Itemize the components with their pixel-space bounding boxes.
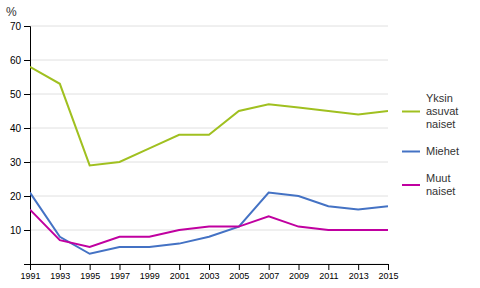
tick-label: 1997 <box>110 271 130 281</box>
tick: 20 <box>10 191 30 202</box>
tick-mark <box>149 264 150 270</box>
tick-label: 1991 <box>20 271 40 281</box>
legend-item: Yksinasuvatnaiset <box>402 92 458 130</box>
legend-swatch <box>402 184 420 186</box>
series-line <box>30 210 388 247</box>
legend: Yksinasuvatnaiset Miehet Muutnaiset <box>402 92 459 197</box>
x-axis: 1991 1993 1995 1997 1999 2001 2003 2005 2007 2009… <box>20 264 398 281</box>
tick: 2001 <box>170 264 190 281</box>
tick: 50 <box>10 89 30 100</box>
tick: 10 <box>10 225 30 236</box>
grid-line <box>30 26 388 27</box>
grid-line <box>30 128 388 129</box>
chart-container: 10 20 30 40 50 60 70 1991 1993 1995 1997 1999 2001 20… <box>0 0 480 288</box>
tick-mark <box>328 264 329 270</box>
tick-label: 2003 <box>199 271 219 281</box>
tick-mark <box>24 264 30 265</box>
tick-mark <box>269 264 270 270</box>
series-line <box>30 193 388 254</box>
grid-line <box>30 94 388 95</box>
tick: 1995 <box>80 264 100 281</box>
grid <box>30 26 388 264</box>
tick: 2013 <box>349 264 369 281</box>
tick-mark <box>179 264 180 270</box>
lines <box>30 67 388 254</box>
tick-label: 2015 <box>378 271 398 281</box>
tick <box>24 264 30 265</box>
tick-mark <box>388 264 389 270</box>
plot-area: 10 20 30 40 50 60 70 1991 1993 1995 1997 1999 2001 20… <box>10 21 399 282</box>
tick-mark <box>239 264 240 270</box>
tick-mark <box>24 60 30 61</box>
tick: 60 <box>10 55 30 66</box>
tick: 1997 <box>110 264 130 281</box>
tick-label: 2009 <box>289 271 309 281</box>
grid-line <box>30 60 388 61</box>
grid-line <box>30 162 388 163</box>
tick-label: 2001 <box>170 271 190 281</box>
legend-swatch <box>402 111 420 113</box>
tick-mark <box>24 162 30 163</box>
tick-label: 20 <box>10 191 22 202</box>
tick-label: 2007 <box>259 271 279 281</box>
tick-mark <box>24 26 30 27</box>
tick: 2005 <box>229 264 249 281</box>
tick-mark <box>120 264 121 270</box>
tick: 30 <box>10 157 30 168</box>
tick-label: 50 <box>10 89 22 100</box>
tick-mark <box>24 94 30 95</box>
tick-mark <box>60 264 61 270</box>
y-axis: 10 20 30 40 50 60 70 <box>10 21 31 265</box>
legend-label: Miehet <box>426 145 459 157</box>
tick: 2009 <box>289 264 309 281</box>
tick-label: 70 <box>10 21 22 32</box>
tick: 2011 <box>319 264 338 281</box>
tick: 2003 <box>199 264 219 281</box>
tick: 1999 <box>140 264 160 281</box>
tick-mark <box>24 230 30 231</box>
axis-line <box>24 27 31 265</box>
tick-label: 10 <box>10 225 22 236</box>
axis-line <box>31 265 389 271</box>
tick-label: 40 <box>10 123 22 134</box>
tick-label: 1995 <box>80 271 100 281</box>
legend-swatch <box>402 151 420 153</box>
tick-mark <box>209 264 210 270</box>
tick-label: 2005 <box>229 271 249 281</box>
tick: 2015 <box>378 264 398 281</box>
tick-label: 2011 <box>319 271 338 281</box>
legend-item: Muutnaiset <box>402 172 455 197</box>
y-axis-label: % <box>6 5 17 19</box>
chart-svg: 10 20 30 40 50 60 70 1991 1993 1995 1997 1999 2001 20… <box>0 0 480 288</box>
tick-label: 1993 <box>50 271 70 281</box>
tick: 1991 <box>20 264 40 281</box>
legend-item: Miehet <box>402 145 459 157</box>
tick: 70 <box>10 21 30 32</box>
tick-label: 2013 <box>349 271 369 281</box>
tick-mark <box>24 196 30 197</box>
tick: 2007 <box>259 264 279 281</box>
legend-label: Muutnaiset <box>426 172 455 197</box>
series-line <box>30 67 388 166</box>
tick-label: 60 <box>10 55 22 66</box>
grid-line <box>30 196 388 197</box>
legend-label: Yksinasuvatnaiset <box>426 92 458 130</box>
tick-mark <box>90 264 91 270</box>
tick-label: 1999 <box>140 271 160 281</box>
tick-label: 30 <box>10 157 22 168</box>
tick-mark <box>30 264 31 270</box>
tick-mark <box>358 264 359 270</box>
tick-mark <box>24 128 30 129</box>
tick: 1993 <box>50 264 70 281</box>
tick: 40 <box>10 123 30 134</box>
tick-mark <box>299 264 300 270</box>
